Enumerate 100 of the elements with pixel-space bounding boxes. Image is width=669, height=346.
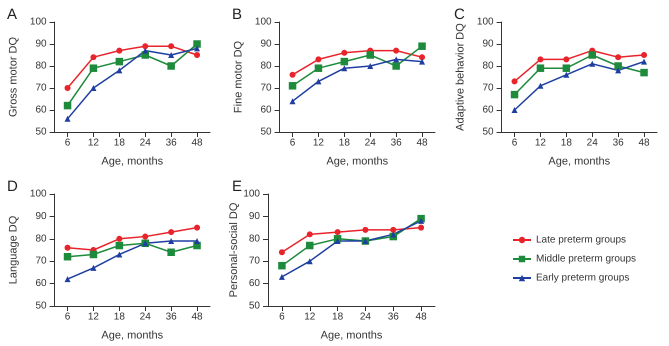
- x-axis-title: Age, months: [320, 330, 383, 342]
- x-tick-label: 12: [534, 138, 546, 148]
- legend-label: Middle preterm groups: [536, 254, 636, 264]
- point: [512, 107, 518, 113]
- y-tick-label: 80: [482, 60, 494, 72]
- point: [64, 116, 71, 122]
- y-tick-label: 70: [260, 82, 272, 94]
- y-tick-label: 100: [30, 16, 48, 28]
- point: [116, 58, 124, 66]
- x-tick-label: 48: [191, 138, 204, 148]
- point: [306, 231, 313, 238]
- point: [563, 56, 570, 62]
- x-tick-label: 18: [332, 312, 344, 322]
- x-tick-label: 48: [191, 312, 204, 322]
- y-tick-label: 90: [248, 210, 260, 222]
- x-tick-label: 12: [88, 312, 100, 322]
- y-axis-title: Gross motor DQ: [8, 36, 20, 118]
- point: [537, 56, 544, 62]
- y-tick-label: 50: [35, 126, 48, 138]
- point: [167, 248, 175, 256]
- point: [64, 102, 72, 110]
- point: [536, 64, 544, 72]
- y-axis-title: Adaptive behavior DQ: [454, 22, 466, 131]
- y-tick-label: 50: [482, 126, 494, 138]
- point: [194, 52, 200, 58]
- y-tick-label: 80: [260, 60, 272, 72]
- point: [290, 98, 296, 104]
- y-tick-label: 80: [248, 233, 260, 244]
- y-tick-label: 100: [476, 16, 494, 28]
- y-tick-label: 60: [35, 104, 48, 116]
- point: [615, 67, 622, 74]
- y-tick-label: 90: [35, 38, 48, 50]
- point: [278, 249, 285, 256]
- point: [393, 48, 400, 54]
- x-tick-label: 36: [390, 138, 402, 148]
- point: [168, 43, 174, 50]
- x-tick-label: 18: [338, 138, 350, 148]
- x-axis-title: Age, months: [101, 330, 164, 342]
- point: [116, 67, 122, 74]
- point: [194, 224, 200, 231]
- x-tick-label: 48: [416, 312, 428, 322]
- x-axis-title: Age, months: [548, 156, 611, 168]
- point: [418, 42, 426, 50]
- x-tick-label: 48: [416, 138, 428, 148]
- point: [64, 276, 71, 282]
- x-tick-label: 24: [364, 138, 376, 148]
- point: [340, 58, 348, 66]
- point: [194, 45, 200, 52]
- chart-title: E: [232, 178, 242, 195]
- point: [314, 64, 322, 72]
- y-tick-label: 80: [35, 233, 48, 244]
- point: [64, 85, 71, 91]
- chart-title: B: [232, 6, 242, 23]
- y-axis-title: Fine motor DQ: [232, 40, 244, 114]
- y-tick-label: 100: [254, 16, 272, 28]
- point: [64, 252, 72, 260]
- point: [315, 56, 322, 62]
- point: [306, 258, 313, 264]
- y-axis-title: Language DQ: [8, 215, 20, 284]
- legend-label: Late preterm groups: [536, 234, 626, 246]
- point: [142, 48, 148, 54]
- point: [362, 226, 368, 233]
- y-tick-label: 70: [248, 256, 260, 267]
- x-tick-label: 48: [638, 138, 650, 148]
- point: [562, 64, 570, 72]
- x-tick-label: 6: [64, 138, 71, 148]
- point: [640, 68, 648, 76]
- x-tick-label: 6: [512, 138, 518, 148]
- x-tick-label: 18: [560, 138, 572, 148]
- point: [390, 226, 396, 233]
- point: [419, 58, 426, 65]
- point: [168, 52, 174, 58]
- point: [418, 218, 424, 224]
- point: [64, 244, 71, 251]
- point: [168, 238, 174, 244]
- x-tick-label: 12: [312, 138, 324, 148]
- x-tick-label: 24: [360, 312, 372, 322]
- y-tick-label: 100: [30, 188, 48, 200]
- y-tick-label: 80: [35, 60, 48, 72]
- y-tick-label: 100: [243, 188, 260, 200]
- point: [392, 62, 400, 70]
- point: [90, 264, 96, 271]
- point: [614, 62, 622, 70]
- point: [341, 65, 348, 72]
- y-tick-label: 90: [260, 38, 272, 50]
- x-tick-label: 6: [279, 312, 286, 322]
- y-tick-label: 60: [35, 278, 48, 290]
- x-tick-label: 6: [290, 138, 296, 148]
- y-tick-label: 60: [260, 104, 272, 116]
- y-tick-label: 50: [248, 300, 260, 312]
- point: [341, 50, 348, 56]
- chart-title: C: [454, 6, 465, 23]
- x-tick-label: 18: [114, 138, 126, 148]
- point: [563, 72, 570, 78]
- point: [116, 242, 124, 250]
- y-tick-label: 50: [260, 126, 272, 138]
- y-axis-title: Personal-social DQ: [228, 202, 240, 298]
- legend-label: Early preterm groups: [536, 272, 630, 284]
- point: [290, 72, 296, 78]
- point: [142, 43, 148, 50]
